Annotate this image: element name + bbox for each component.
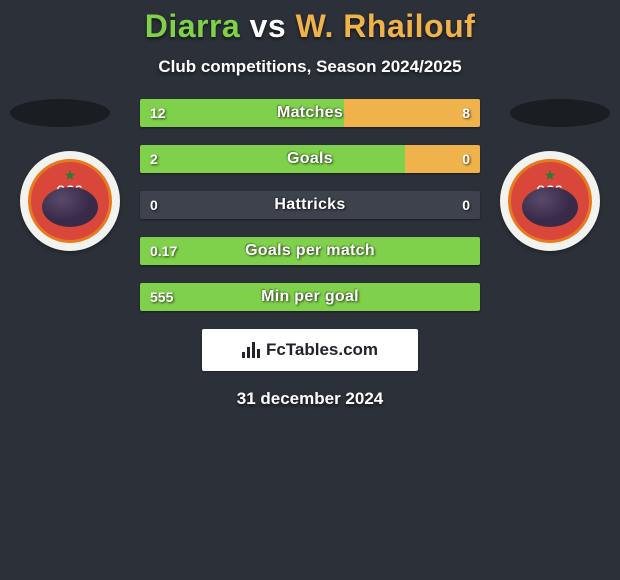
stat-label: Hattricks <box>140 191 480 219</box>
brand-badge: FcTables.com <box>202 329 418 371</box>
brand-icon-bar <box>252 342 255 358</box>
crest-star-icon: ★ <box>544 168 557 182</box>
brand-icon-bar <box>242 352 245 358</box>
crest-ball-icon <box>42 187 98 227</box>
stat-label: Goals per match <box>140 237 480 265</box>
page-title: Diarra vs W. Rhailouf <box>0 8 620 45</box>
crest-inner: ★ OCS <box>28 159 112 243</box>
player2-name: W. Rhailouf <box>296 8 476 44</box>
brand-icon-bar <box>257 349 260 358</box>
player2-shadow <box>510 99 610 127</box>
player1-name: Diarra <box>145 8 241 44</box>
player2-club-crest: ★ OCS <box>500 151 600 251</box>
subtitle: Club competitions, Season 2024/2025 <box>0 57 620 77</box>
stat-row: 128Matches <box>140 99 480 127</box>
stat-label: Min per goal <box>140 283 480 311</box>
stat-row: 0.17Goals per match <box>140 237 480 265</box>
stat-bars: 128Matches 20Goals 00Hattricks 0.17Goals pe… <box>140 99 480 311</box>
brand-chart-icon <box>242 342 260 358</box>
brand-icon-bar <box>247 347 250 358</box>
stat-label: Matches <box>140 99 480 127</box>
stat-row: 20Goals <box>140 145 480 173</box>
crest-star-icon: ★ <box>64 168 77 182</box>
crest-ball-icon <box>522 187 578 227</box>
comparison-card: Diarra vs W. Rhailouf Club competitions,… <box>0 0 620 580</box>
comparison-stage: ★ OCS ★ OCS 128Matches 20Goals 00Hattricks… <box>0 99 620 409</box>
vs-separator: vs <box>250 8 287 44</box>
footer-date: 31 december 2024 <box>0 389 620 409</box>
player1-club-crest: ★ OCS <box>20 151 120 251</box>
stat-row: 555Min per goal <box>140 283 480 311</box>
player1-shadow <box>10 99 110 127</box>
stat-label: Goals <box>140 145 480 173</box>
crest-inner: ★ OCS <box>508 159 592 243</box>
stat-row: 00Hattricks <box>140 191 480 219</box>
brand-text: FcTables.com <box>266 340 378 360</box>
